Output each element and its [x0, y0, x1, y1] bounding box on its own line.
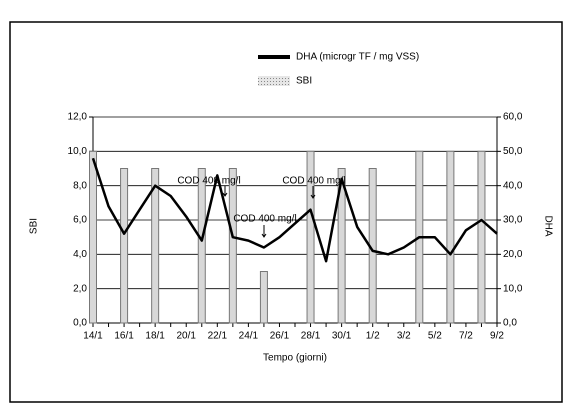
y2-tick-label: 60,0	[503, 112, 523, 123]
x-tick-label: 5/2	[428, 331, 442, 342]
bar	[197, 168, 206, 324]
x-tick-label: 30/1	[332, 331, 352, 342]
y-tick-label: 4,0	[73, 249, 87, 260]
bar	[446, 150, 455, 324]
x-tick-label: 20/1	[176, 331, 196, 342]
annotation-arrowhead	[261, 233, 267, 238]
x-tick-label: 9/2	[490, 331, 504, 342]
y-tick-label: 8,0	[73, 180, 87, 191]
bar	[306, 150, 315, 324]
y-tick-label: 12,0	[68, 112, 88, 123]
annotation-arrowhead	[222, 192, 228, 197]
x-tick-label: 26/1	[270, 331, 290, 342]
legend-label: SBI	[296, 76, 312, 87]
x-tick-label: 3/2	[397, 331, 411, 342]
x-tick-label: 22/1	[208, 331, 228, 342]
x-tick-label: 14/1	[83, 331, 103, 342]
y-tick-label: 10,0	[68, 146, 88, 157]
bar	[259, 271, 268, 324]
x-tick-label: 28/1	[301, 331, 321, 342]
annotation: COD 400 mg/l	[233, 214, 296, 225]
y-tick-label: 2,0	[73, 283, 87, 294]
bar	[89, 150, 97, 324]
bar	[477, 150, 486, 324]
line	[91, 157, 498, 263]
y2-tick-label: 30,0	[503, 215, 523, 226]
annotation-arrowhead	[310, 194, 316, 199]
bar	[120, 168, 129, 324]
bar	[151, 168, 160, 324]
x-tick-label: 7/2	[459, 331, 473, 342]
y-axis-title: SBI	[29, 218, 40, 234]
y2-axis-title: DHA	[542, 215, 553, 236]
x-tick-label: 24/1	[239, 331, 259, 342]
y-tick-label: 0,0	[73, 318, 87, 329]
y2-tick-label: 0,0	[503, 318, 517, 329]
frame	[9, 21, 563, 403]
annotation: COD 400 mg/l	[282, 176, 345, 187]
y-tick-label: 6,0	[73, 215, 87, 226]
x-tick-label: 1/2	[366, 331, 380, 342]
y2-tick-label: 10,0	[503, 283, 523, 294]
y2-tick-label: 20,0	[503, 249, 523, 260]
bar	[228, 168, 237, 324]
y2-tick-label: 50,0	[503, 146, 523, 157]
x-axis-title: Tempo (giorni)	[263, 353, 327, 364]
bar	[337, 168, 346, 324]
legend-swatch	[258, 76, 290, 86]
x-tick-label: 18/1	[145, 331, 165, 342]
legend-label: DHA (microgr TF / mg VSS)	[296, 52, 419, 63]
x-tick-label: 16/1	[114, 331, 134, 342]
annotation: COD 400 mg/l	[177, 176, 240, 187]
y2-tick-label: 40,0	[503, 180, 523, 191]
